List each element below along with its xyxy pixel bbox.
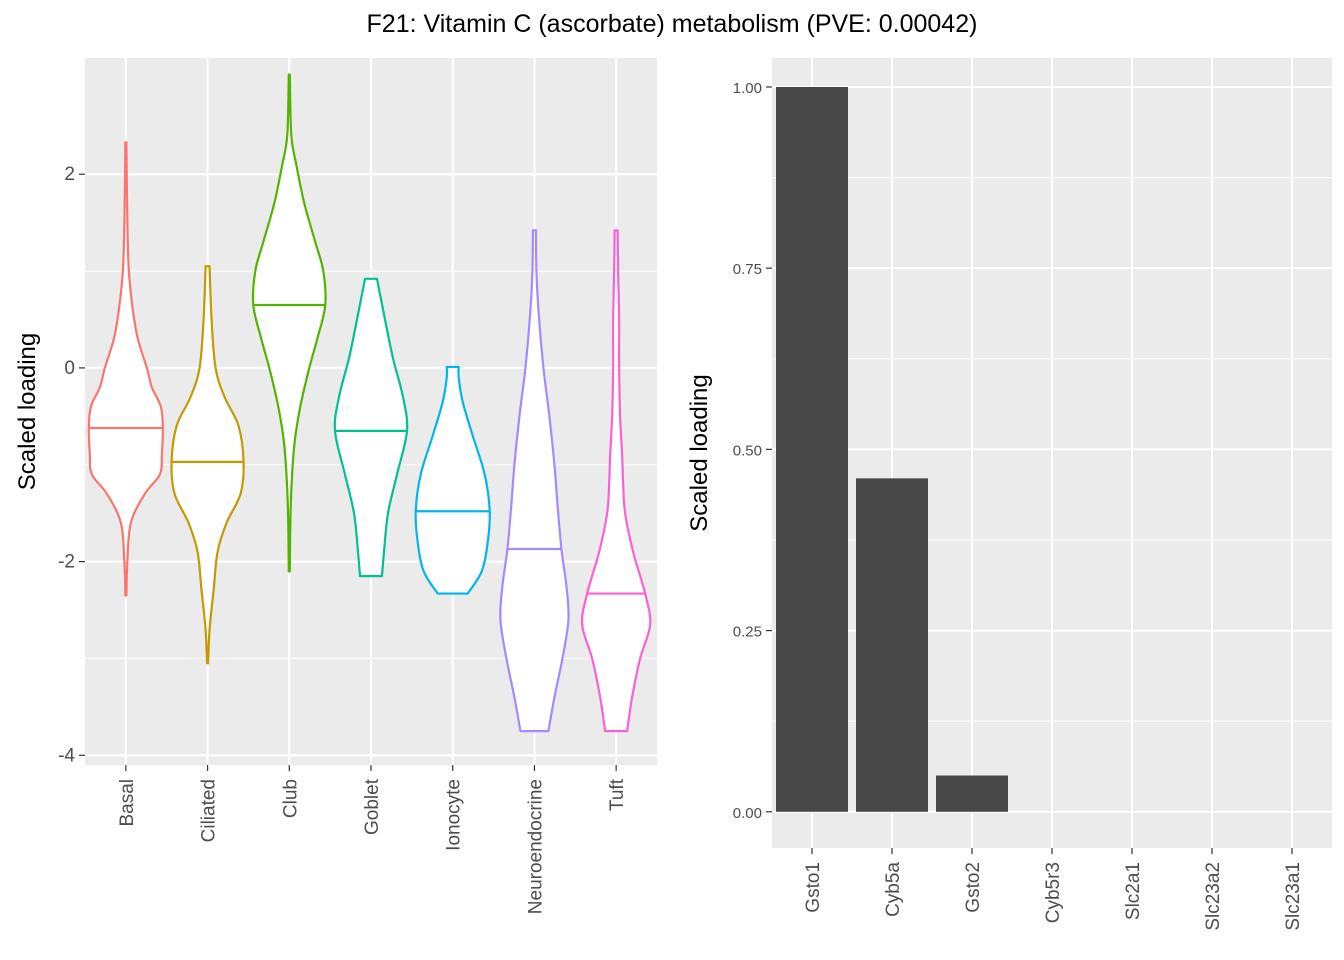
violin-club	[251, 73, 327, 573]
bar-y-tick-label: 0.25	[733, 624, 762, 641]
violin-plot-panel: -4 -2 0 2 Basal Ciliated Club Goblet Ionocyte Neu…	[14, 58, 657, 914]
violin-x-tick-label: Tuft	[607, 778, 628, 811]
bar-y-tick-label: 0.00	[733, 805, 762, 822]
violin-neuroendocrine	[499, 229, 570, 733]
bar-x-tick-label: Cyb5r3	[1043, 862, 1064, 923]
bar-x-tick-label: Gsto1	[803, 862, 824, 913]
violin-y-tick-label: -2	[58, 552, 75, 573]
violin-ionocyte	[414, 365, 491, 595]
violin-y-tick-label: -4	[58, 745, 75, 766]
bar-x-tick-label: Slc23a1	[1283, 862, 1304, 931]
bar-gsto2	[936, 775, 1008, 812]
violin-y-tick-label: 0	[64, 358, 75, 379]
bar-y-tick-label: 1.00	[733, 80, 762, 97]
figure-title: F21: Vitamin C (ascorbate) metabolism (P…	[367, 10, 978, 38]
violin-y-axis-title: Scaled loading	[14, 333, 41, 490]
violin-x-tick-label: Goblet	[362, 778, 383, 835]
violin-x-tick-label: Club	[280, 779, 301, 818]
bar-x-tick-label: Slc2a1	[1123, 862, 1144, 920]
violin-goblet	[333, 277, 409, 578]
violin-tuft	[580, 229, 652, 733]
bar-cyb5a	[856, 478, 928, 812]
violin-x-tick-label: Ionocyte	[444, 779, 465, 851]
violin-x-tick-label: Neuroendocrine	[525, 779, 546, 914]
violin-y-tick-label: 2	[64, 164, 75, 185]
bar-y-axis-title: Scaled loading	[686, 374, 713, 531]
violin-basal	[87, 141, 164, 597]
violin-x-tick-label: Basal	[117, 779, 138, 827]
bar-x-tick-label: Slc23a2	[1203, 862, 1224, 931]
violin-ciliated	[170, 265, 245, 665]
bar-chart-panel: 0.00 0.25 0.50 0.75 1.00 Gsto1 Cyb5a Gsto2 Cyb5r…	[686, 58, 1332, 931]
bar-gsto1	[776, 86, 848, 812]
bar-x-tick-label: Gsto2	[963, 862, 984, 913]
bar-y-tick-label: 0.75	[733, 261, 762, 278]
violin-x-tick-label: Ciliated	[199, 779, 220, 842]
bar-y-tick-label: 0.50	[733, 442, 762, 459]
bar-x-tick-label: Cyb5a	[883, 862, 904, 917]
